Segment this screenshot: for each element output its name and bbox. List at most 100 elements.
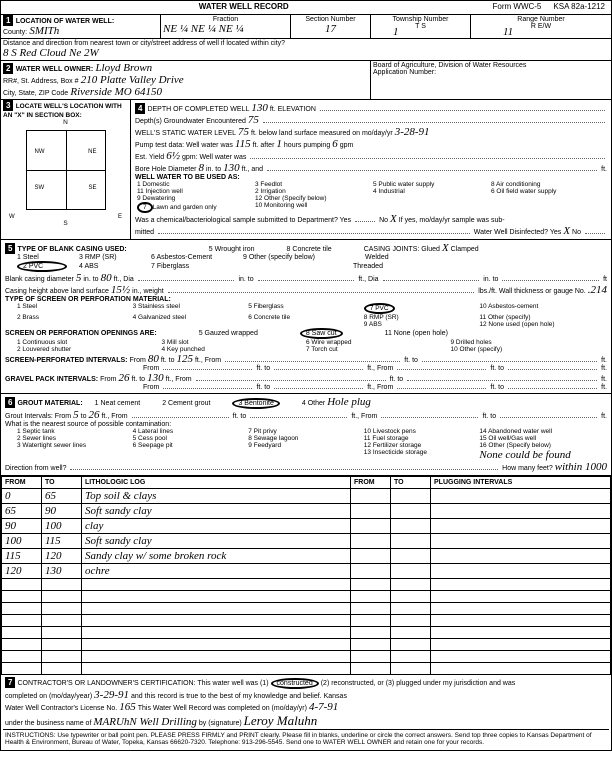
disinfect-no: No <box>572 229 581 236</box>
dist-value: 8 S Red Cloud Ne 2W <box>3 47 609 59</box>
table-row: 100115Soft sandy clay <box>2 534 611 549</box>
est-label: Est. Yield <box>135 154 164 161</box>
grout-interval-label: Grout Intervals: From <box>5 413 71 420</box>
table-row <box>2 627 611 639</box>
cert-completed: 3-29-91 <box>94 689 129 701</box>
screen-9: 9 ABS <box>364 321 480 328</box>
ew-label: R E/W <box>531 23 551 30</box>
contam-8: 8 Sewage lagoon <box>248 435 364 442</box>
opening-10: 10 Other (specify) <box>451 346 596 353</box>
contam-7: 7 Pit privy <box>248 428 364 435</box>
sec2-num: 2 <box>3 63 13 74</box>
sec5-heading: TYPE OF BLANK CASING USED: <box>17 246 126 253</box>
casing-4: 4 ABS <box>79 263 149 270</box>
contam-12: 12 Fertilizer storage <box>364 442 480 449</box>
sw-label: SW <box>35 185 45 191</box>
grout-other: Hole plug <box>327 396 371 408</box>
uses-grid: 1 Domestic 3 Feedlot 5 Public water supp… <box>133 181 609 213</box>
use-label: WELL WATER TO BE USED AS: <box>135 174 240 181</box>
cert-sig-label: by (signature) <box>199 720 242 727</box>
gravel1-from: 26 <box>118 372 129 384</box>
use-6: 6 Oil field water supply <box>491 188 605 195</box>
cert-sig: Leroy Maluhn <box>244 713 318 729</box>
use-4: 4 Industrial <box>373 188 487 195</box>
form-ksa: KSA 82a-1212 <box>547 1 611 14</box>
opening-6: 6 Wire wrapped <box>306 339 451 346</box>
casing-8: 8 Concrete tile <box>287 246 332 253</box>
opening-2: 2 Louvered shutter <box>17 346 162 353</box>
addr-label: RR#, St. Address, Box # <box>3 78 78 85</box>
use-11: 11 Injection well <box>137 188 251 195</box>
log-h-to2: TO <box>391 477 431 489</box>
chem-label: Was a chemical/bacteriological sample su… <box>135 217 351 224</box>
cert-text4: This Water Well Record was completed on … <box>138 705 307 712</box>
contam-14: 14 Abandoned water well <box>479 428 595 435</box>
est-value: 6½ <box>166 150 180 162</box>
contam-2: 2 Sewer lines <box>17 435 133 442</box>
app-label: Application Number: <box>373 69 609 76</box>
contam-5: 5 Cess pool <box>133 435 249 442</box>
grout-4: 4 Other <box>302 400 325 407</box>
cert-rec-date: 4-7-91 <box>309 701 338 713</box>
gravel-label: GRAVEL PACK INTERVALS: <box>5 376 98 383</box>
perf1-to: 125 <box>176 353 193 365</box>
table-row: 065Top soil & clays <box>2 489 611 504</box>
township-label: Township Number <box>373 16 468 23</box>
dir-label: Direction from well? <box>5 465 66 472</box>
mitted: mitted <box>135 229 154 236</box>
grout-3-circled: 3 Bentonite <box>232 398 279 409</box>
static-date: 3-28-91 <box>395 126 430 138</box>
city-label: City, State, ZIP Code <box>3 90 68 97</box>
county-value: SMITh <box>29 25 59 37</box>
table-row <box>2 651 611 663</box>
opening-11: 11 None (open hole) <box>385 330 448 337</box>
joints-label: CASING JOINTS: Glued <box>364 246 440 253</box>
table-row: 90100clay <box>2 519 611 534</box>
diam-label: Blank casing diameter <box>5 276 74 283</box>
table-row: 115120Sandy clay w/ some broken rock <box>2 549 611 564</box>
weight-label: in., weight <box>132 288 164 295</box>
section-6-row: 6 GROUT MATERIAL: 1 Neat cement 2 Cement… <box>1 394 611 476</box>
form-title: WATER WELL RECORD <box>3 2 485 11</box>
contam-4: 4 Lateral lines <box>133 428 249 435</box>
casing-2-circled: 2 PVC <box>17 261 67 272</box>
pump-ft: 115 <box>235 138 251 150</box>
table-row <box>2 639 611 651</box>
instructions: INSTRUCTIONS: Use typewriter or ball poi… <box>3 729 609 748</box>
diam-to: 80 <box>101 272 112 284</box>
opening-3: 3 Mill slot <box>162 339 307 346</box>
cert-bus-label: under the business name of <box>5 720 91 727</box>
contam-3: 3 Watertight sewer lines <box>17 442 133 449</box>
screen-3: 3 Stainless steel <box>133 303 249 314</box>
opening-1: 1 Continuous slot <box>17 339 162 346</box>
grout-2: 2 Cement grout <box>162 400 210 407</box>
use-9: 9 Dewatering <box>137 195 251 202</box>
city-value: Riverside MO 64150 <box>70 86 162 98</box>
screen-7-circled: 7 PVC <box>364 303 395 314</box>
casing-7: 7 Fiberglass <box>151 263 351 270</box>
use-1: 1 Domestic <box>137 181 251 188</box>
log-h-from: FROM <box>2 477 42 489</box>
chem-no: No <box>379 217 388 224</box>
screen-label: TYPE OF SCREEN OR PERFORATION MATERIAL: <box>5 296 171 303</box>
ft-elev: ft. ELEVATION <box>270 106 316 113</box>
openings-label: SCREEN OR PERFORATION OPENINGS ARE: <box>5 330 157 337</box>
disinfect-x: X <box>563 225 570 237</box>
n-label: N <box>3 119 128 126</box>
distance-row: Distance and direction from nearest town… <box>1 39 611 61</box>
log-h-plug: PLUGGING INTERVALS <box>431 477 611 489</box>
joints-x: X <box>442 242 449 254</box>
ts-label: T S <box>415 23 426 30</box>
clamped: Clamped <box>451 246 479 253</box>
bore-label: Bore Hole Diameter <box>135 166 196 173</box>
screen-types-grid: 1 Steel 3 Stainless steel 5 Fiberglass 7… <box>3 303 609 328</box>
form-page: WATER WELL RECORD Form WWC-5 KSA 82a-121… <box>0 0 612 751</box>
table-row <box>2 603 611 615</box>
height-value: 15½ <box>111 284 130 296</box>
board-label: Board of Agriculture, Division of Water … <box>373 62 609 69</box>
sec1-heading: LOCATION OF WATER WELL: <box>16 18 115 25</box>
contam-label: What is the nearest source of possible c… <box>5 421 171 428</box>
diam-in: in. to <box>83 276 98 283</box>
pump-hours: hours pumping <box>284 142 330 149</box>
grout-1: 1 Neat cement <box>95 400 141 407</box>
